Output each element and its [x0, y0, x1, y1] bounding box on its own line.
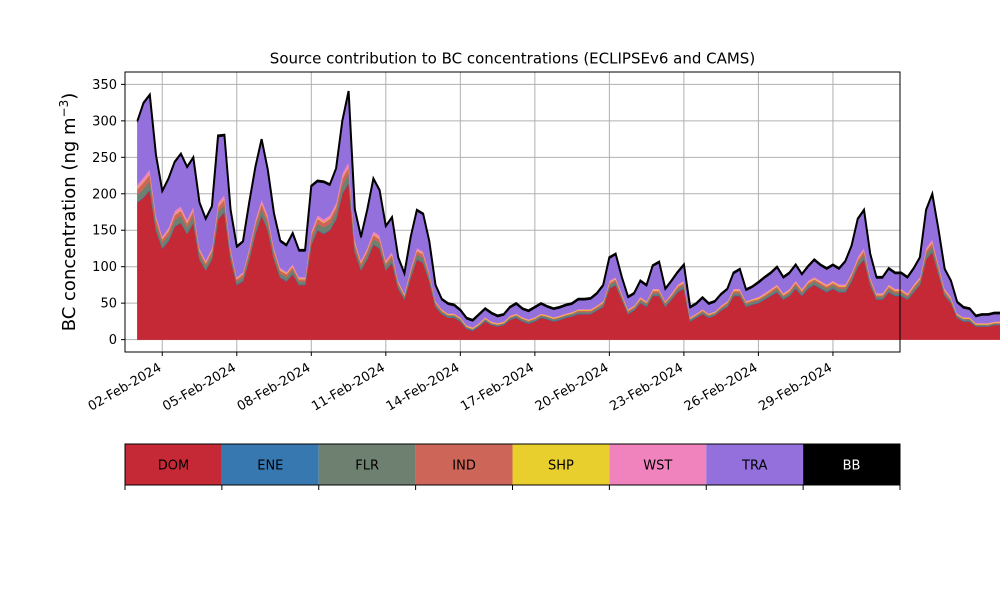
legend-label-ind: IND: [452, 459, 476, 474]
legend-swatch-ene: [221, 444, 319, 485]
y-tick-label: 100: [92, 260, 117, 275]
legend-label-flr: FLR: [355, 459, 379, 474]
legend-label-bb: BB: [843, 459, 861, 474]
y-tick-label: 200: [92, 187, 117, 202]
legend-swatch-bb: [803, 444, 900, 485]
x-tick-label: 05-Feb-2024: [160, 360, 239, 414]
total-line: [136, 90, 1000, 322]
y-tick-label: 50: [100, 297, 117, 312]
grid: [125, 72, 900, 352]
plot-frame: [124, 71, 901, 353]
x-tick-label: 08-Feb-2024: [235, 360, 314, 414]
y-tick-label: 300: [92, 114, 117, 129]
legend-swatch-dom: [125, 444, 222, 485]
legend-label-wst: WST: [643, 459, 672, 474]
legend-label-shp: SHP: [548, 459, 574, 474]
y-tick-label: 250: [92, 151, 117, 166]
y-tick-label: 350: [92, 78, 117, 93]
legend-swatch-flr: [318, 444, 416, 485]
y-tick-label: 0: [109, 333, 117, 348]
x-tick-label: 17-Feb-2024: [458, 360, 537, 414]
x-tick-label: 23-Feb-2024: [607, 360, 686, 414]
x-tick-label: 14-Feb-2024: [384, 360, 463, 414]
colorbar-legend: DOM ENE FLR IND SHP WST TRA BB: [124, 443, 901, 490]
legend-swatch-shp: [512, 444, 610, 485]
x-tick-label: 11-Feb-2024: [309, 360, 388, 414]
x-tick-label: 26-Feb-2024: [682, 360, 761, 414]
x-tick-label: 20-Feb-2024: [533, 360, 612, 414]
chart-title: Source contribution to BC concentrations…: [270, 50, 755, 68]
x-axis-ticks: 02-Feb-202405-Feb-202408-Feb-202411-Feb-…: [86, 352, 835, 414]
legend-swatch-ind: [415, 444, 513, 485]
y-axis-label: BC concentration (ng m−3): [57, 93, 80, 332]
stacked-areas: [136, 90, 1000, 340]
y-tick-label: 150: [92, 224, 117, 239]
legend-swatch-wst: [609, 444, 707, 485]
y-axis-ticks: 0 50 100 150 200 250 300 350: [92, 78, 125, 348]
x-tick-label: 29-Feb-2024: [756, 360, 835, 414]
legend-label-ene: ENE: [257, 459, 283, 474]
x-tick-label: 02-Feb-2024: [86, 360, 165, 414]
legend-label-dom: DOM: [158, 459, 189, 474]
legend-swatch-tra: [706, 444, 804, 485]
legend-label-tra: TRA: [741, 459, 767, 474]
